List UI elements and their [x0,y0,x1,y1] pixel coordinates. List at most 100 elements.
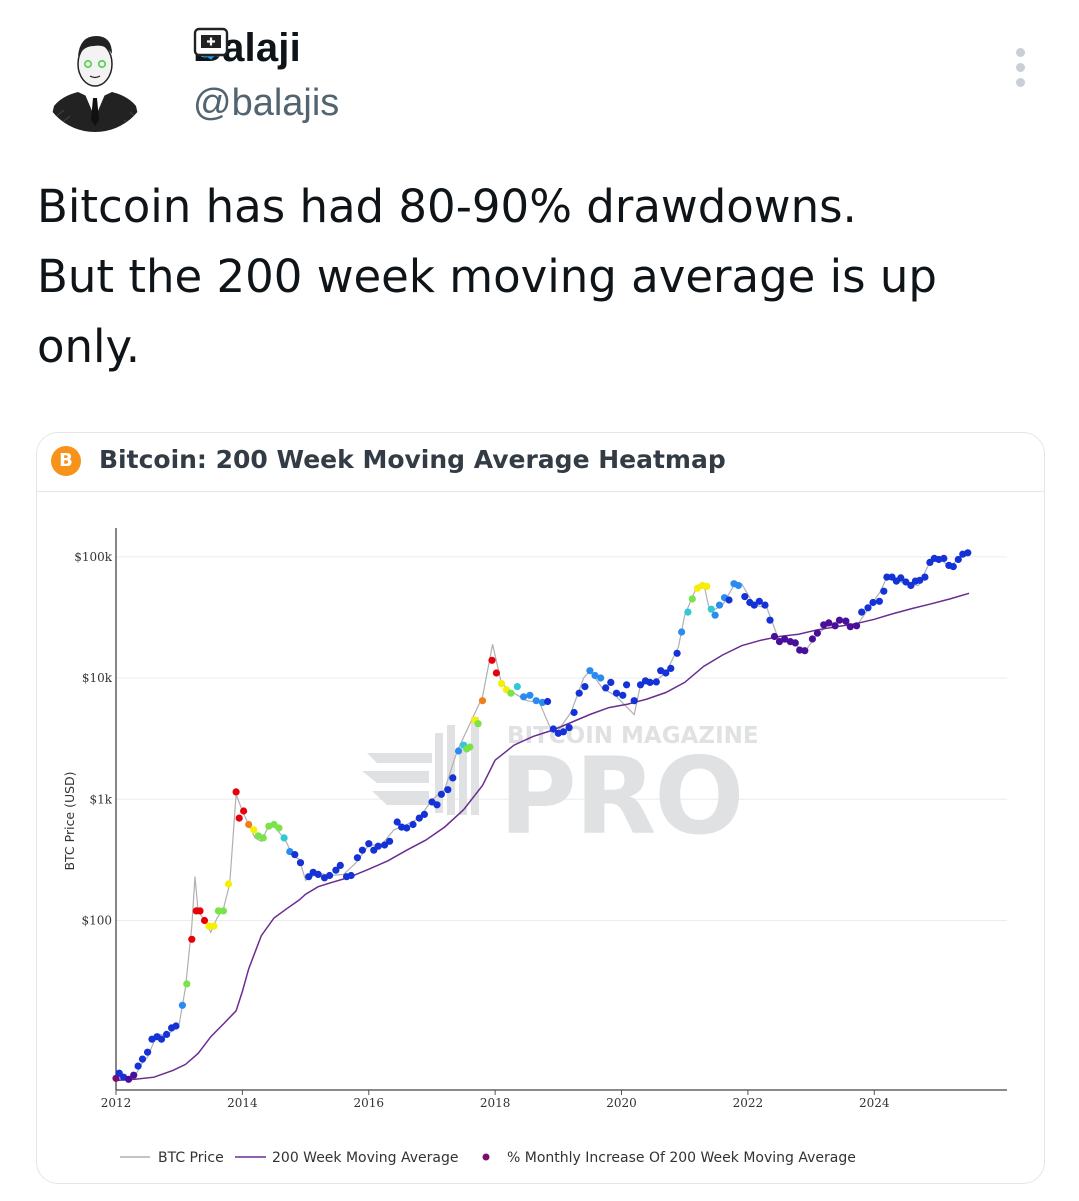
heatmap-point [492,669,500,677]
x-tick-label: 2012 [101,1096,132,1110]
heatmap-point [630,697,638,705]
heatmap-point [144,1048,152,1056]
heatmap-point [183,980,191,988]
heatmap-point [415,814,423,822]
chart-series [112,549,972,1083]
heatmap-point [846,623,854,631]
heatmap-point [853,622,861,630]
heatmap-point [138,1055,147,1063]
heatmap-point [250,826,258,834]
heatmap-point [532,697,540,705]
heatmap-point [291,851,299,859]
heatmap-point [326,871,334,880]
heatmap-point [907,581,915,590]
heatmap-point [835,616,844,624]
heatmap-point [711,611,719,619]
chart-svg: BITCOIN MAGAZINE PRO $100 $1k $10k $100k 201… [62,528,1007,1166]
heatmap-point [259,834,267,842]
heatmap-point [125,1075,133,1083]
heatmap-point [444,786,452,794]
heatmap-point [374,842,382,850]
tweet-image-card[interactable]: B Bitcoin: 200 Week Moving Average Heatm… [36,432,1045,1184]
heatmap-point [454,747,463,755]
tweet-text-line: only. [37,320,141,373]
x-tick-label: 2014 [227,1096,258,1110]
heatmap-point [570,708,578,717]
heatmap-point [210,922,218,930]
moving-average-line [115,592,970,1082]
heatmap-point [336,861,344,869]
heatmap-point [770,632,779,641]
heatmap-point [703,582,711,590]
heatmap-point [358,846,366,854]
heatmap-point [520,693,528,701]
more-options-icon[interactable] [1010,48,1030,92]
heatmap-point [761,601,769,609]
y-tick-label: $1k [89,792,112,806]
heatmap-point [513,683,521,691]
heatmap-point [200,916,209,925]
heatmap-point [921,573,929,581]
heatmap-point [478,697,487,705]
heatmap-point [270,820,278,829]
heatmap-point [954,555,962,564]
bitcoin-icon: B [51,446,81,476]
legend-swatch-dots [482,1153,490,1161]
watermark-brand: BITCOIN MAGAZINE [507,723,759,749]
heatmap-point [607,678,615,686]
heatmap-point [296,859,305,867]
heatmap-point [240,807,248,815]
chart-legend: BTC Price 200 Week Moving Average % Monthl… [120,1150,856,1166]
heatmap-point [474,720,482,728]
heatmap-point [205,922,213,930]
heatmap-point [808,635,817,643]
heatmap-point [163,1030,171,1038]
heatmap-point [449,774,457,782]
heatmap-point [393,818,401,826]
tweet-text-line: Bitcoin has had 80-90% drawdowns. [37,180,857,233]
heatmap-point [437,790,445,798]
heatmap-point [864,604,872,612]
heatmap-point [586,667,594,675]
heatmap-point [673,649,681,657]
x-tick-label: 2020 [606,1096,637,1110]
author-handle[interactable]: @balajis [193,82,340,124]
heatmap-point [875,597,884,605]
heatmap-point [858,608,866,616]
heatmap-point [157,1035,166,1043]
heatmap-point [623,681,631,689]
heatmap-point [134,1062,142,1070]
heatmap-point [940,554,948,562]
y-tick-label: $100k [74,550,113,564]
heatmap-point [178,1001,186,1009]
heatmap-point [883,573,891,581]
chart-axes [115,528,1007,1095]
heatmap-point [591,671,599,680]
heatmap-point [755,597,763,605]
avatar[interactable] [40,22,150,132]
heatmap-point [466,743,474,751]
heatmap-point [949,563,957,571]
heatmap-point [544,697,552,706]
heatmap-point [725,596,733,604]
heatmap-point [781,635,789,643]
heatmap-point [678,628,686,636]
heatmap-point [507,689,515,697]
heatmap-point [559,728,568,736]
y-axis-label: BTC Price (USD) [62,771,77,870]
heatmap-point [734,581,743,590]
legend-label: % Monthly Increase Of 200 Week Moving Av… [507,1150,856,1166]
x-tick-label: 2018 [480,1096,511,1110]
heatmap-point [196,907,204,915]
heatmap-point [381,841,389,849]
heatmap-point [750,601,758,609]
heatmap-point [581,683,589,691]
heatmap-point [831,622,839,630]
heatmap-point [791,639,799,647]
heatmap-point [880,587,888,595]
heatmap-point [869,598,877,607]
tweet-text-line: But the 200 week moving average is up [37,250,937,303]
heatmap-point [684,608,692,616]
heatmap-point [526,691,534,699]
heatmap-point [433,801,441,809]
